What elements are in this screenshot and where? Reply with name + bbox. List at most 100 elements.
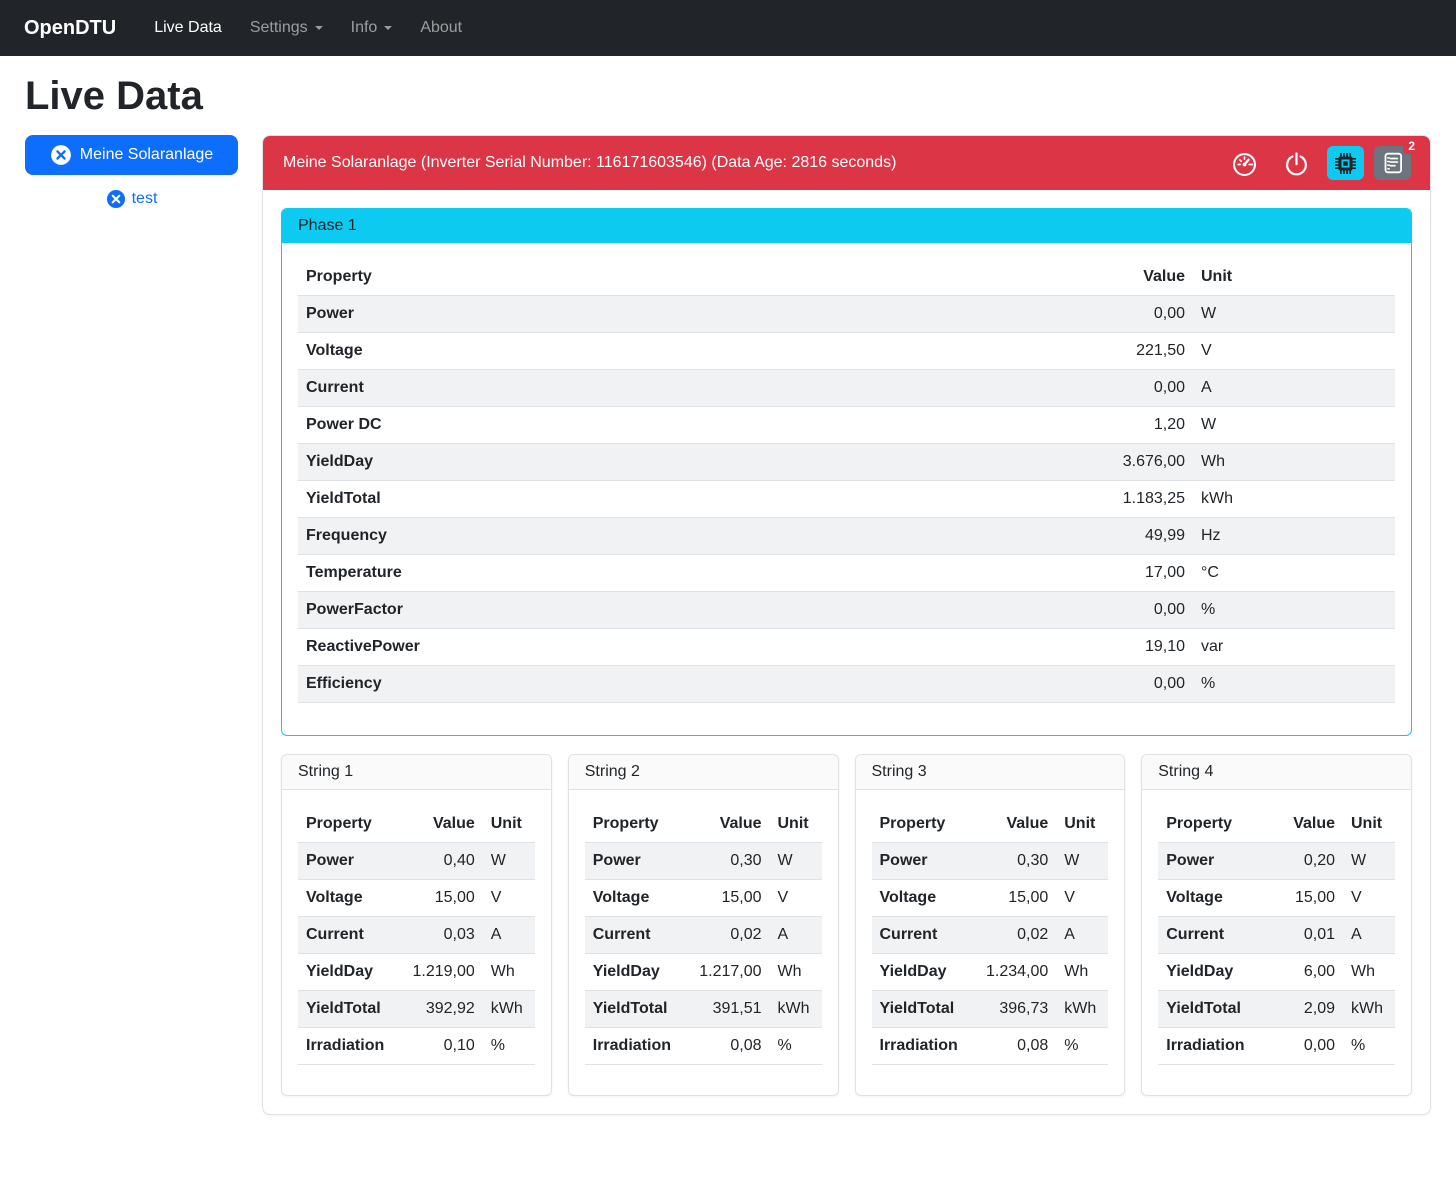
value-cell: 19,10 bbox=[1063, 628, 1193, 666]
value-cell: 1.183,25 bbox=[1063, 480, 1193, 518]
value-cell: 15,00 bbox=[1255, 879, 1343, 917]
table-header-row: Property Value Unit bbox=[298, 259, 1395, 296]
unit-cell: % bbox=[1056, 1027, 1109, 1065]
unit-cell: W bbox=[1343, 842, 1395, 880]
column-header-value: Value bbox=[968, 806, 1057, 843]
value-cell: 0,03 bbox=[394, 916, 483, 954]
value-cell: 0,20 bbox=[1255, 842, 1343, 880]
table-header-row: Property Value Unit bbox=[1158, 806, 1395, 843]
unit-cell: % bbox=[769, 1027, 822, 1065]
table-row: Power 0,40 W bbox=[298, 842, 535, 880]
property-cell: YieldTotal bbox=[298, 990, 395, 1028]
event-count-badge: 2 bbox=[1403, 138, 1420, 154]
table-row: Irradiation 0,10% bbox=[298, 1027, 535, 1065]
table-row: Voltage 15,00 V bbox=[871, 879, 1109, 917]
nav-item-label: Live Data bbox=[154, 19, 222, 36]
table-row: Current 0,01 A bbox=[1158, 916, 1395, 954]
string-cards: String 1 Property Value Unit Power 0,40 W V… bbox=[281, 754, 1412, 1096]
table-row: Power 0,20 W bbox=[1158, 842, 1395, 880]
string-card: String 4 Property Value Unit Power 0,20 W V… bbox=[1141, 754, 1412, 1096]
unit-cell: W bbox=[482, 842, 535, 880]
table-row: YieldDay 1.217,00 Wh bbox=[584, 953, 822, 991]
string-card-title: String 3 bbox=[855, 755, 1125, 790]
value-cell: 6,00 bbox=[1255, 953, 1343, 991]
property-cell: Voltage bbox=[298, 879, 395, 917]
table-row: ReactivePower 19,10 var bbox=[298, 628, 1395, 666]
value-cell: 0,08 bbox=[681, 1027, 770, 1065]
property-cell: Power bbox=[298, 295, 1063, 333]
phase-card: Phase 1 Property Value Unit Power 0,00 W Vo… bbox=[281, 208, 1412, 736]
cpu-icon bbox=[1335, 152, 1356, 174]
unit-cell: °C bbox=[1193, 554, 1395, 592]
string-table: Property Value Unit Power 0,20 W Voltage 15,… bbox=[1158, 806, 1395, 1065]
string-card: String 3 Property Value Unit Power 0,30 W V… bbox=[854, 754, 1126, 1096]
property-cell: Frequency bbox=[298, 517, 1063, 555]
column-header-value: Value bbox=[394, 806, 483, 843]
inverter-card: Meine Solaranlage (Inverter Serial Numbe… bbox=[262, 135, 1431, 1115]
inverter-link-label: test bbox=[131, 190, 158, 207]
value-cell: 0,40 bbox=[394, 842, 483, 880]
sidebar: Meine Solaranlage test bbox=[25, 135, 238, 1115]
limit-settings-button[interactable] bbox=[1223, 146, 1266, 181]
value-cell: 15,00 bbox=[968, 879, 1057, 917]
column-header-value: Value bbox=[1063, 259, 1193, 296]
nav-item-label: Info bbox=[350, 19, 378, 36]
property-cell: YieldDay bbox=[298, 953, 395, 991]
value-cell: 0,08 bbox=[968, 1027, 1057, 1065]
property-cell: YieldDay bbox=[298, 443, 1063, 481]
property-cell: Irradiation bbox=[871, 1027, 969, 1065]
value-cell: 15,00 bbox=[394, 879, 483, 917]
property-cell: YieldTotal bbox=[584, 990, 682, 1028]
table-row: Voltage 15,00 V bbox=[1158, 879, 1395, 917]
column-header-value: Value bbox=[1255, 806, 1343, 843]
column-header-property: Property bbox=[871, 806, 969, 843]
string-card-body: Property Value Unit Power 0,30 W Voltage 15,… bbox=[856, 790, 1125, 1095]
inverter-header-text: Meine Solaranlage (Inverter Serial Numbe… bbox=[283, 154, 897, 171]
unit-cell: V bbox=[1056, 879, 1109, 917]
unit-cell: A bbox=[1193, 369, 1395, 407]
sidebar-item-meine-solaranlage[interactable]: Meine Solaranlage bbox=[25, 135, 238, 175]
table-row: YieldDay 1.219,00 Wh bbox=[298, 953, 535, 991]
inverter-card-header: Meine Solaranlage (Inverter Serial Numbe… bbox=[263, 136, 1430, 190]
power-button[interactable] bbox=[1276, 147, 1317, 180]
value-cell: 0,00 bbox=[1063, 665, 1193, 703]
nav-item-settings[interactable]: Settings bbox=[236, 11, 337, 45]
table-row: Power DC 1,20 W bbox=[298, 406, 1395, 444]
string-card-body: Property Value Unit Power 0,40 W Voltage 15,… bbox=[282, 790, 551, 1095]
x-circle-icon bbox=[106, 190, 125, 208]
table-row: Current 0,02 A bbox=[584, 916, 822, 954]
unit-cell: Wh bbox=[482, 953, 535, 991]
value-cell: 396,73 bbox=[968, 990, 1057, 1028]
value-cell: 2,09 bbox=[1255, 990, 1343, 1028]
table-row: Efficiency 0,00% bbox=[298, 665, 1395, 703]
table-row: YieldTotal 1.183,25 kWh bbox=[298, 480, 1395, 518]
value-cell: 49,99 bbox=[1063, 517, 1193, 555]
property-cell: Voltage bbox=[584, 879, 682, 917]
table-row: Current 0,03 A bbox=[298, 916, 535, 954]
table-row: YieldDay 1.234,00 Wh bbox=[871, 953, 1109, 991]
table-header-row: Property Value Unit bbox=[584, 806, 822, 843]
table-header-row: Property Value Unit bbox=[298, 806, 535, 843]
string-card-title: String 4 bbox=[1142, 755, 1411, 790]
column-header-property: Property bbox=[584, 806, 682, 843]
device-info-button[interactable] bbox=[1327, 146, 1364, 180]
value-cell: 1.234,00 bbox=[968, 953, 1057, 991]
sidebar-item-test[interactable]: test bbox=[25, 189, 238, 209]
table-header-row: Property Value Unit bbox=[871, 806, 1109, 843]
inverter-panel: Meine Solaranlage (Inverter Serial Numbe… bbox=[262, 135, 1431, 1115]
property-cell: YieldDay bbox=[584, 953, 682, 991]
unit-cell: kWh bbox=[1193, 480, 1395, 518]
brand-opendtu[interactable]: OpenDTU bbox=[24, 16, 117, 39]
speedometer-icon bbox=[1233, 152, 1256, 176]
property-cell: Power DC bbox=[298, 406, 1063, 444]
property-cell: YieldTotal bbox=[871, 990, 969, 1028]
string-table: Property Value Unit Power 0,30 W Voltage 15,… bbox=[871, 806, 1109, 1065]
table-row: Voltage 15,00 V bbox=[298, 879, 535, 917]
value-cell: 0,00 bbox=[1063, 369, 1193, 407]
unit-cell: kWh bbox=[482, 990, 535, 1028]
nav-item-live-data[interactable]: Live Data bbox=[140, 11, 236, 45]
nav-item-about[interactable]: About bbox=[406, 11, 476, 45]
nav-item-info[interactable]: Info bbox=[337, 11, 407, 45]
event-log-button[interactable]: 2 bbox=[1374, 138, 1420, 180]
unit-cell: A bbox=[1343, 916, 1395, 954]
